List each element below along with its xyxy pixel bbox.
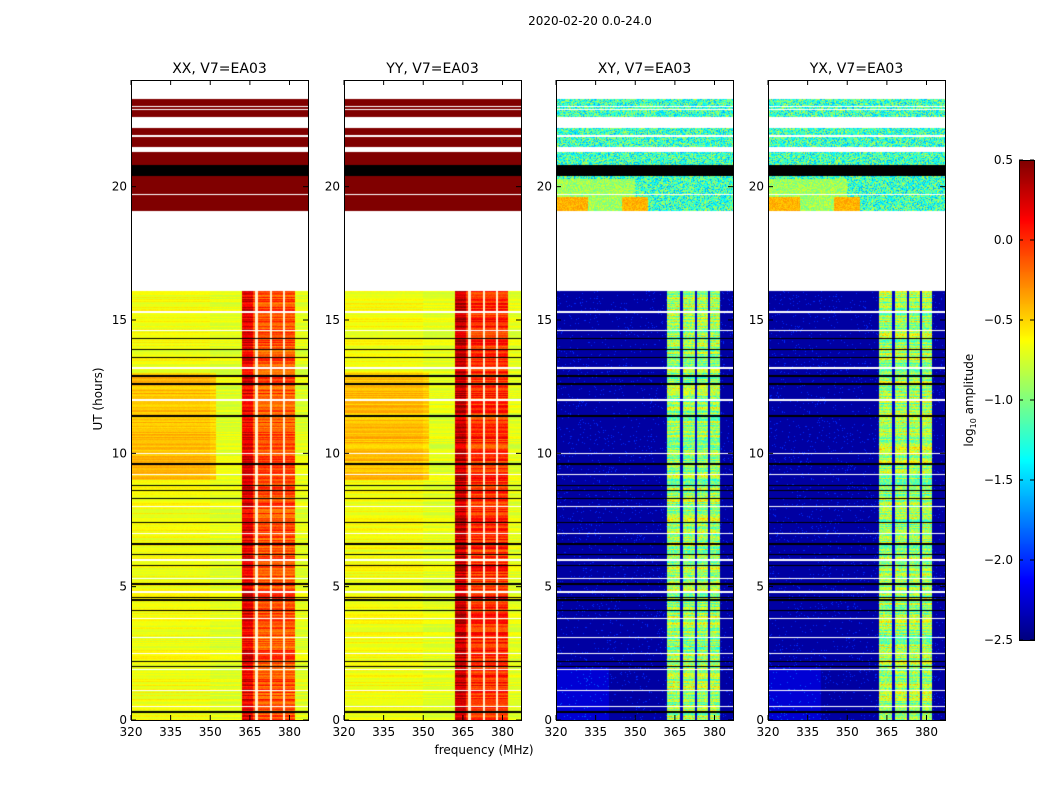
x-axis-label: frequency (MHz) xyxy=(434,743,534,757)
y-tick-label: 10 xyxy=(325,446,340,460)
panel-title: YY, V7=EA03 xyxy=(385,61,478,77)
y-tick-label: 5 xyxy=(544,580,552,594)
panel-title: XX, V7=EA03 xyxy=(172,61,267,77)
y-tick-label: 20 xyxy=(325,180,340,194)
colorbar-tick-label: 0.0 xyxy=(994,233,1013,247)
y-tick-label: 5 xyxy=(119,580,127,594)
y-tick-label: 20 xyxy=(749,180,764,194)
colorbar-tick-label: −2.5 xyxy=(984,633,1013,647)
y-tick-label: 10 xyxy=(537,446,552,460)
heatmap-xx xyxy=(131,80,308,720)
y-tick-label: 5 xyxy=(332,580,340,594)
x-tick-label: 335 xyxy=(584,725,607,739)
x-tick-label: 380 xyxy=(278,725,301,739)
x-tick-label: 320 xyxy=(545,725,568,739)
panel-title: YX, V7=EA03 xyxy=(809,61,904,77)
x-tick-label: 335 xyxy=(372,725,395,739)
x-tick-label: 320 xyxy=(757,725,780,739)
y-tick-label: 0 xyxy=(756,713,764,727)
colorbar xyxy=(1019,160,1034,640)
y-tick-label: 15 xyxy=(537,313,552,327)
x-tick-label: 365 xyxy=(875,725,898,739)
x-tick-label: 350 xyxy=(199,725,222,739)
x-tick-label: 350 xyxy=(412,725,435,739)
x-tick-label: 380 xyxy=(703,725,726,739)
panel-frame xyxy=(768,80,946,721)
y-tick-label: 10 xyxy=(112,446,127,460)
panel-title: XY, V7=EA03 xyxy=(598,61,692,77)
x-tick-label: 335 xyxy=(159,725,182,739)
colorbar-tick-label: −0.5 xyxy=(984,313,1013,327)
y-tick-label: 20 xyxy=(537,180,552,194)
chart-title: 2020-02-20 0.0-24.0 xyxy=(528,14,652,28)
y-tick-label: 5 xyxy=(756,580,764,594)
colorbar-tick-label: −2.0 xyxy=(984,553,1013,567)
x-tick-label: 335 xyxy=(796,725,819,739)
x-tick-label: 320 xyxy=(120,725,143,739)
x-tick-label: 380 xyxy=(915,725,938,739)
x-tick-label: 350 xyxy=(836,725,859,739)
heatmap-yy xyxy=(344,80,521,720)
y-tick-label: 0 xyxy=(544,713,552,727)
y-tick-label: 15 xyxy=(112,313,127,327)
colorbar-tick-label: −1.5 xyxy=(984,473,1013,487)
y-tick-label: 0 xyxy=(119,713,127,727)
x-tick-label: 380 xyxy=(491,725,514,739)
x-tick-label: 365 xyxy=(238,725,261,739)
panel-frame xyxy=(131,80,309,721)
x-tick-label: 350 xyxy=(624,725,647,739)
colorbar-tick-label: −1.0 xyxy=(984,393,1013,407)
y-tick-label: 20 xyxy=(112,180,127,194)
x-tick-label: 365 xyxy=(663,725,686,739)
y-tick-label: 10 xyxy=(749,446,764,460)
x-tick-label: 365 xyxy=(451,725,474,739)
y-tick-label: 15 xyxy=(749,313,764,327)
heatmap-xy xyxy=(556,80,733,720)
panel-frame xyxy=(556,80,734,721)
y-tick-label: 0 xyxy=(332,713,340,727)
x-tick-label: 320 xyxy=(333,725,356,739)
heatmap-yx xyxy=(768,80,945,720)
y-tick-label: 15 xyxy=(325,313,340,327)
colorbar-tick-label: 0.5 xyxy=(994,153,1013,167)
panel-frame xyxy=(344,80,522,721)
